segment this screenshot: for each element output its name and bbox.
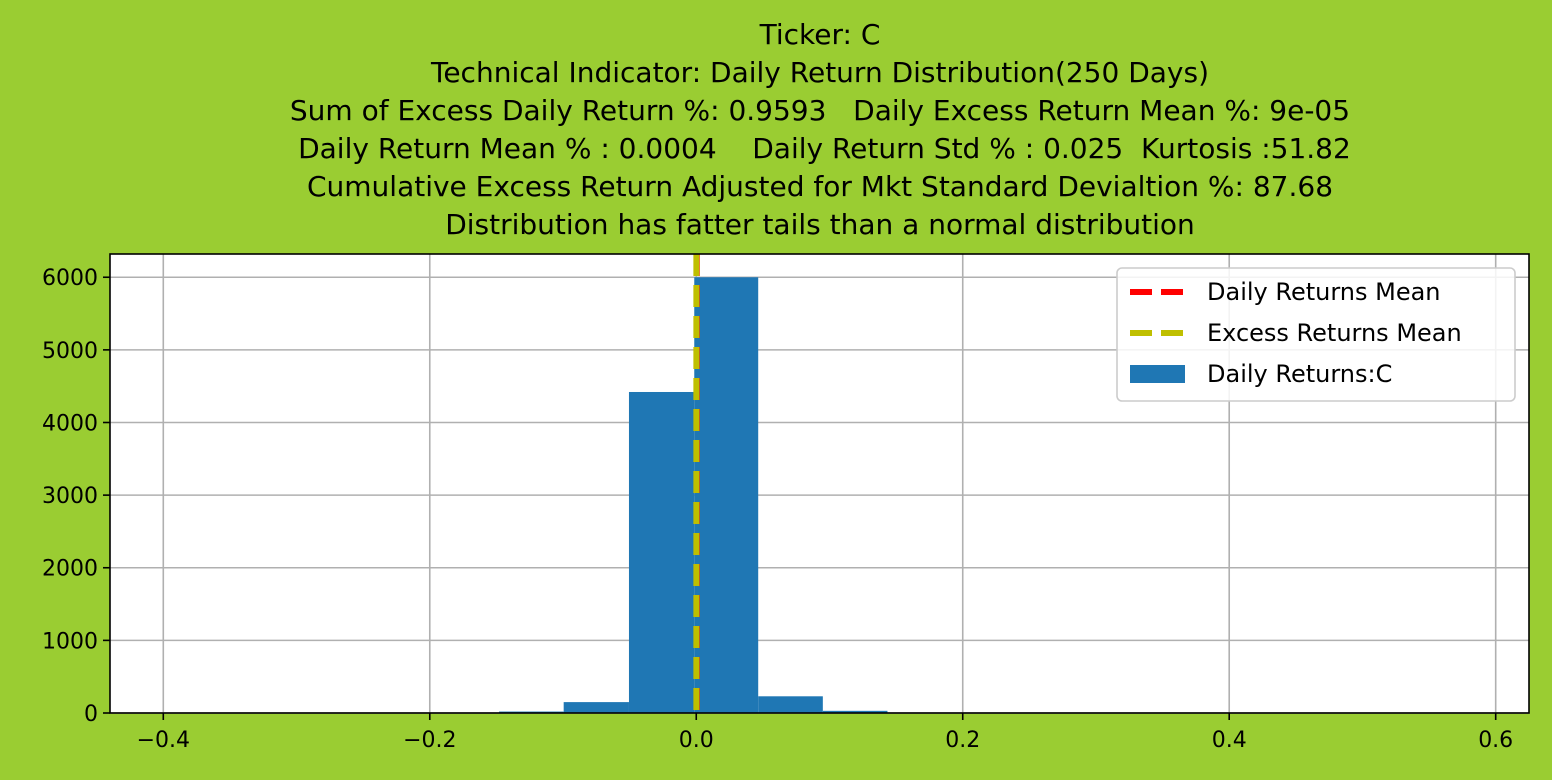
y-tick-label-4: 4000 [42,411,98,436]
chart-title-line-2: Technical Indicator: Daily Return Distri… [430,56,1210,89]
x-tick-label-4: 0.4 [1212,728,1247,753]
histogram-bar-4 [758,696,823,713]
chart-title-line-1: Ticker: C [759,18,881,51]
legend-label-1: Excess Returns Mean [1207,319,1462,347]
legend-swatch-2 [1130,365,1185,383]
histogram-bar-1 [563,702,629,713]
legend-label-0: Daily Returns Mean [1207,278,1441,306]
chart-title-line-6: Distribution has fatter tails than a nor… [445,208,1195,241]
legend-label-2: Daily Returns:C [1207,360,1392,388]
histogram-bar-3 [694,277,759,713]
y-tick-label-0: 0 [84,702,98,727]
histogram-bar-5 [822,710,888,713]
x-tick-label-3: 0.2 [945,728,980,753]
y-tick-label-1: 1000 [42,629,98,654]
chart-title-line-4: Daily Return Mean % : 0.0004 Daily Retur… [289,132,1351,165]
histogram-bar-2 [628,391,695,713]
y-tick-label-2: 2000 [42,557,98,582]
chart-title-line-3: Sum of Excess Daily Return %: 0.9593 Dai… [289,94,1351,127]
x-tick-label-2: 0.0 [679,728,714,753]
y-tick-label-6: 6000 [42,266,98,291]
plot-frame [109,253,1530,714]
chart-title-line-5: Cumulative Excess Return Adjusted for Mk… [306,170,1334,203]
x-tick-label-0: −0.4 [137,728,190,753]
legend-box [1116,267,1516,402]
y-tick-label-3: 3000 [42,484,98,509]
y-tick-label-5: 5000 [42,339,98,364]
x-tick-label-5: 0.6 [1478,728,1513,753]
x-tick-label-1: −0.2 [403,728,456,753]
